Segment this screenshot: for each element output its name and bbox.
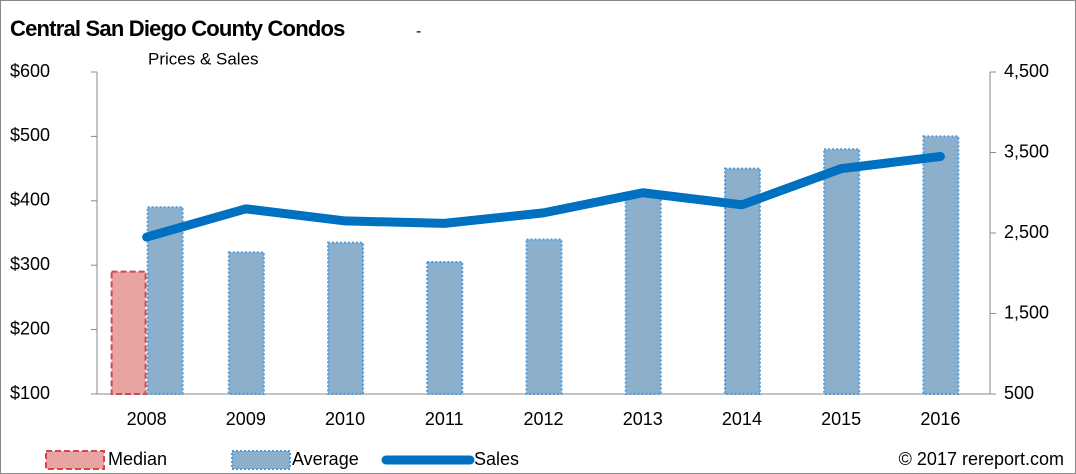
- x-tick-label: 2015: [821, 409, 861, 429]
- sales-line: [142, 152, 945, 242]
- y2-tick-label: 4,500: [1004, 61, 1049, 81]
- y2-tick-label: 3,500: [1004, 141, 1049, 161]
- x-tick-label: 2009: [226, 409, 266, 429]
- average-bar: [624, 193, 662, 395]
- y-tick-label: $300: [10, 254, 50, 274]
- title-dash: -: [416, 23, 421, 40]
- x-tick-label: 2014: [722, 409, 762, 429]
- y-tick-label: $200: [10, 318, 50, 338]
- average-bar: [146, 206, 184, 395]
- y-tick-label: $500: [10, 125, 50, 145]
- x-tick-label: 2013: [623, 409, 663, 429]
- y2-tick-label: 500: [1004, 383, 1034, 403]
- legend-swatch-average: [231, 450, 291, 470]
- average-bar: [823, 148, 861, 395]
- y-tick-label: $400: [10, 190, 50, 210]
- legend-label: Median: [108, 449, 167, 469]
- y2-tick-label: 2,500: [1004, 222, 1049, 242]
- median-bar: [110, 270, 147, 396]
- legend-label: Average: [292, 449, 359, 469]
- x-tick-label: 2008: [127, 409, 167, 429]
- x-tick-label: 2012: [523, 409, 563, 429]
- x-tick-label: 2010: [325, 409, 365, 429]
- source: © 2017 rereport.com: [899, 449, 1064, 469]
- average-bar: [227, 251, 265, 395]
- legend-label: Sales: [474, 449, 519, 469]
- x-tick-label: 2016: [920, 409, 960, 429]
- average-bar: [525, 238, 563, 395]
- x-tick-label: 2011: [425, 409, 464, 429]
- legend-swatch-median: [45, 450, 105, 470]
- average-bar: [426, 260, 464, 396]
- y2-tick-label: 1,500: [1004, 302, 1049, 322]
- y-tick-label: $600: [10, 61, 50, 81]
- average-bar: [922, 135, 960, 395]
- average-bar: [327, 241, 365, 395]
- chart-subtitle: Prices & Sales: [148, 49, 259, 68]
- y-tick-label: $100: [10, 383, 50, 403]
- chart-title: Central San Diego County Condos: [10, 16, 345, 41]
